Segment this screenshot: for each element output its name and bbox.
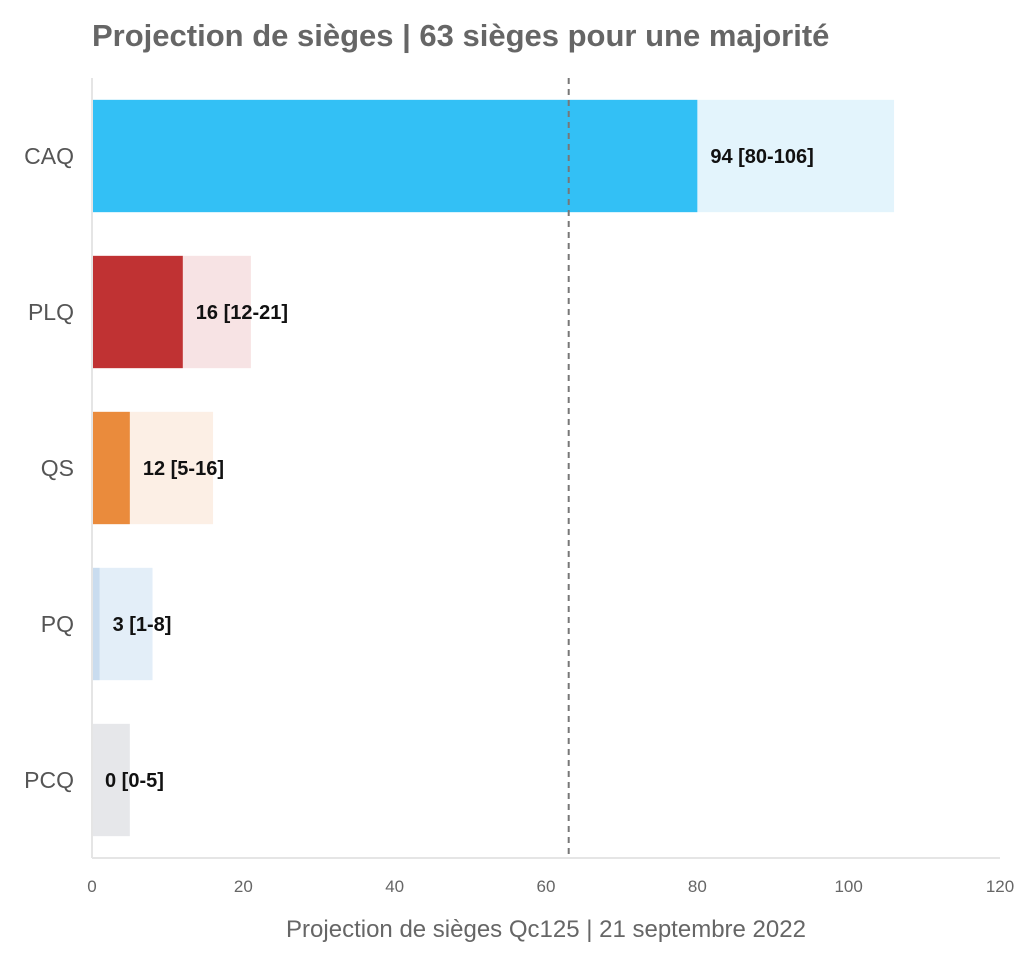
data-label-pcq: 0 [0-5] [105, 770, 164, 792]
bar-range-pq [92, 567, 153, 681]
bar-low-caq [92, 99, 698, 213]
labels-group: 94 [80-106] 16 [12-21] 12 [5-16] 3 [1-8] 0 [… [105, 146, 814, 792]
chart-title: Projection de sièges | 63 sièges pour un… [92, 18, 830, 53]
bar-low-plq [92, 255, 183, 369]
x-tick-label: 100 [834, 877, 862, 896]
x-ticks-group: 0 20 40 60 80 100 120 [87, 877, 1014, 896]
data-label-pq: 3 [1-8] [113, 614, 172, 636]
category-label-plq: PLQ [28, 299, 74, 325]
bar-range-pcq [92, 723, 130, 837]
category-label-pq: PQ [41, 611, 74, 637]
x-tick-label: 0 [87, 877, 96, 896]
bar-low-qs [92, 411, 130, 525]
data-label-qs: 12 [5-16] [143, 458, 224, 480]
category-label-pcq: PCQ [24, 767, 74, 793]
x-tick-label: 40 [385, 877, 404, 896]
bars-group [92, 99, 895, 837]
category-label-qs: QS [41, 455, 74, 481]
x-tick-label: 80 [688, 877, 707, 896]
x-tick-label: 60 [537, 877, 556, 896]
data-label-caq: 94 [80-106] [710, 146, 813, 168]
x-tick-label: 120 [986, 877, 1014, 896]
category-label-caq: CAQ [24, 143, 74, 169]
x-tick-label: 20 [234, 877, 253, 896]
data-label-plq: 16 [12-21] [196, 302, 288, 324]
category-labels-group: CAQ PLQ QS PQ PCQ [24, 143, 74, 793]
x-axis-title: Projection de sièges Qc125 | 21 septembr… [286, 916, 806, 943]
bar-low-pq [92, 567, 100, 681]
